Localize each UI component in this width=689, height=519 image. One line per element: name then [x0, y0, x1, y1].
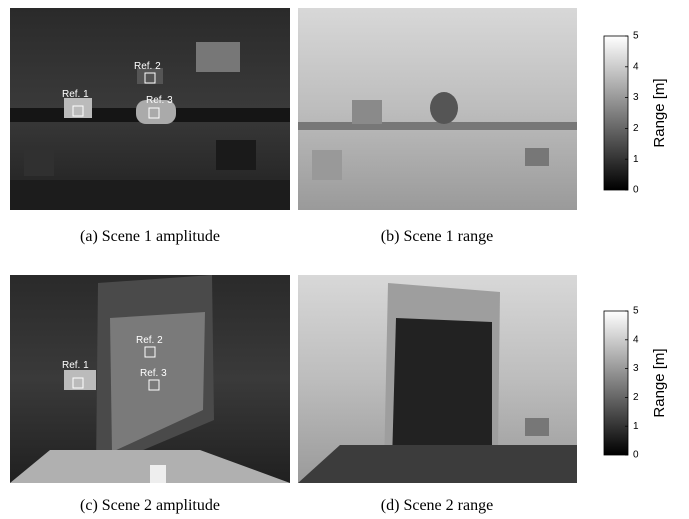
tick-label: 3 — [633, 363, 639, 374]
range-image — [298, 8, 577, 210]
colorbar — [604, 311, 628, 455]
amplitude-image — [10, 275, 290, 483]
colorbar — [604, 36, 628, 190]
caption: (c) Scene 2 amplitude — [80, 497, 220, 514]
amplitude-image — [10, 8, 290, 210]
tick-label: 2 — [633, 392, 639, 403]
tick-label: 5 — [633, 31, 639, 42]
tick-label: 3 — [633, 92, 639, 103]
ref-label: Ref. 3 — [140, 368, 167, 379]
colorbar-label: Range [m] — [651, 348, 668, 417]
ref-label: Ref. 2 — [136, 335, 163, 346]
tick-label: 5 — [633, 306, 639, 317]
tick-label: 0 — [633, 450, 639, 461]
colorbar-label: Range [m] — [651, 78, 668, 147]
caption: (d) Scene 2 range — [381, 497, 493, 514]
ref-label: Ref. 1 — [62, 89, 89, 100]
tick-label: 4 — [633, 61, 639, 72]
tick-label: 0 — [633, 185, 639, 196]
ref-label: Ref. 2 — [134, 61, 161, 72]
caption: (a) Scene 1 amplitude — [80, 228, 220, 245]
ref-label: Ref. 3 — [146, 95, 173, 106]
range-image — [298, 275, 577, 483]
ref-label: Ref. 1 — [62, 360, 89, 371]
tick-label: 2 — [633, 123, 639, 134]
tick-label: 1 — [633, 154, 639, 165]
tick-label: 1 — [633, 421, 639, 432]
figure: Ref. 1 Ref. 2 Ref. 3 Ref. 1 Ref. 2 Ref. … — [0, 0, 689, 519]
tick-label: 4 — [633, 334, 639, 345]
caption: (b) Scene 1 range — [381, 228, 493, 245]
